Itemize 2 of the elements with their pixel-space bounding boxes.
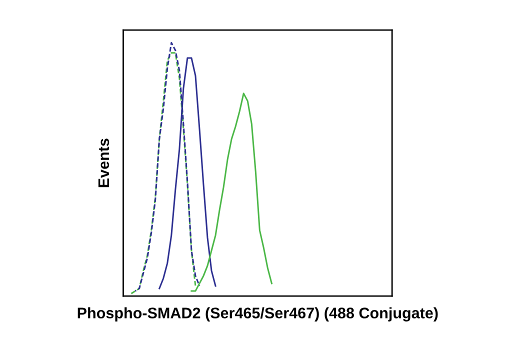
x-axis-title: Phospho-SMAD2 (Ser465/Ser467) (488 Conjugate) [78, 307, 438, 322]
y-axis-title: Events [98, 138, 110, 188]
